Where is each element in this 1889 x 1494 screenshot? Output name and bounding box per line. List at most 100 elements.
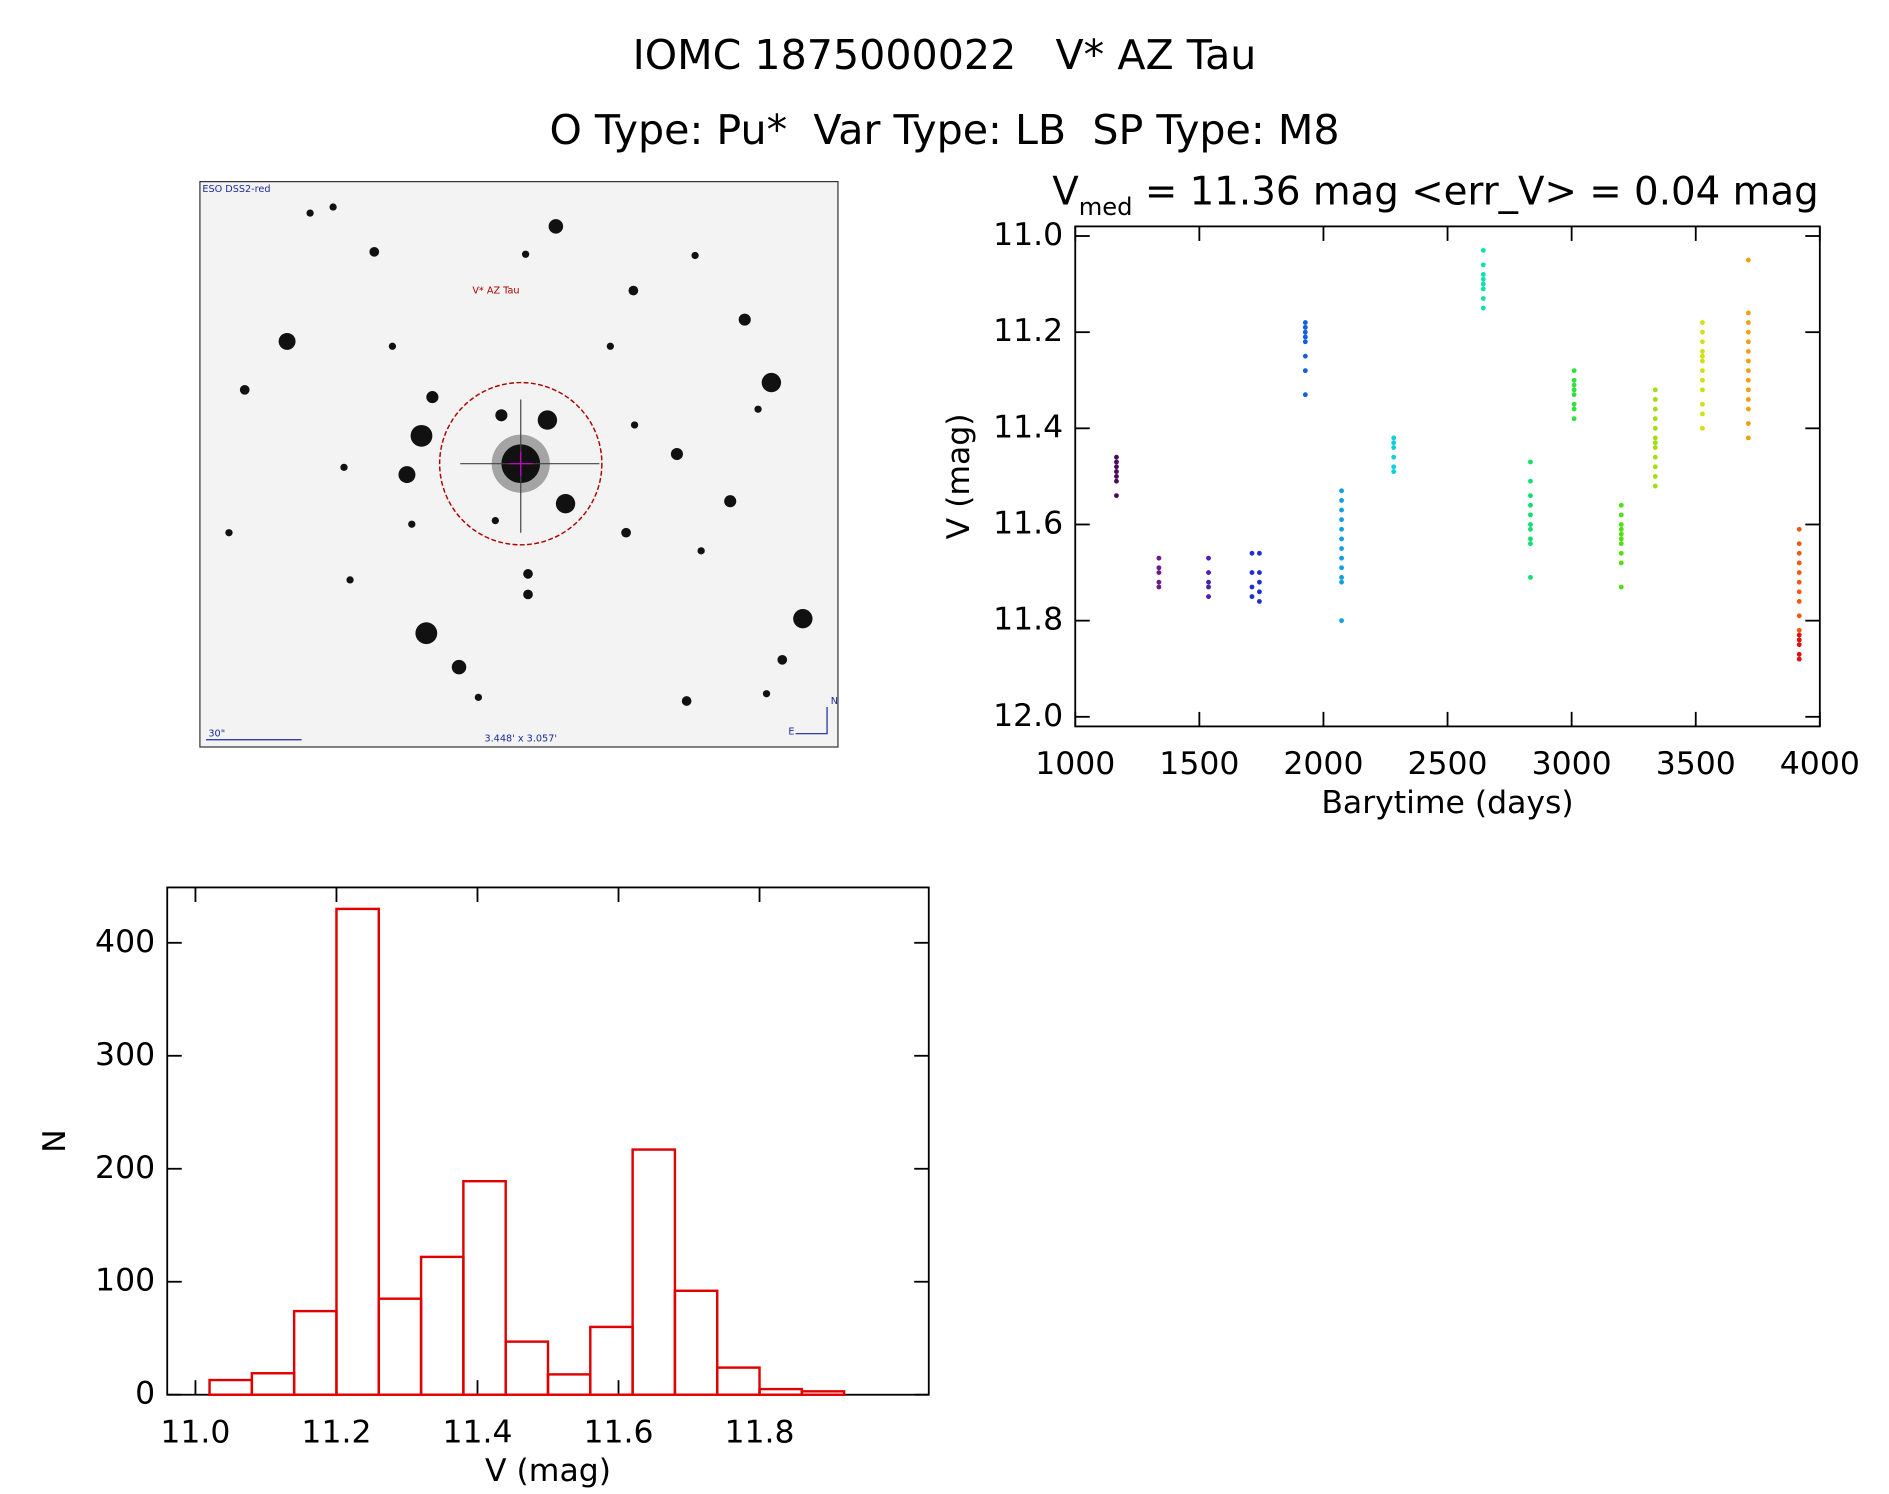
data-point [1618, 536, 1624, 542]
data-point [1618, 522, 1624, 527]
data-point [1700, 320, 1705, 325]
data-point [1700, 358, 1705, 364]
data-point [1302, 368, 1308, 374]
histogram-bar [758, 1387, 804, 1396]
histogram-bar [589, 1325, 634, 1396]
data-point [1796, 656, 1802, 662]
x-tick-label: 11.2 [301, 1414, 371, 1450]
data-point [1391, 469, 1397, 475]
data-point [1206, 579, 1211, 585]
data-point [1652, 435, 1658, 441]
data-point [1700, 425, 1705, 431]
data-point [1745, 435, 1751, 441]
data-point [1796, 642, 1802, 648]
data-point [1339, 565, 1344, 571]
data-point [1652, 397, 1658, 402]
data-point [1256, 589, 1262, 595]
y-tick-label: 11.2 [993, 313, 1063, 349]
data-point [1114, 473, 1119, 479]
data-point [1339, 507, 1344, 513]
data-point [1796, 526, 1802, 532]
data-point [1652, 445, 1658, 450]
histogram-bar [419, 1255, 465, 1396]
data-point [1528, 502, 1533, 508]
data-point [1700, 387, 1705, 393]
data-point [1480, 276, 1486, 282]
data-point [1302, 339, 1308, 345]
data-point [1796, 541, 1802, 547]
field-label: 3.448' x 3.057' [484, 734, 557, 745]
histogram-bar [546, 1373, 592, 1396]
data-point [1796, 627, 1802, 633]
data-point [1652, 440, 1658, 446]
data-point [1796, 598, 1802, 604]
y-tick-label: 12.0 [993, 698, 1063, 734]
east-label: E [788, 726, 794, 737]
data-point [1339, 536, 1344, 542]
data-point [1339, 579, 1344, 585]
data-point [1302, 324, 1308, 330]
data-point [1700, 329, 1705, 335]
data-point [1745, 358, 1751, 364]
data-point [1114, 454, 1119, 460]
data-point [1156, 579, 1162, 585]
data-point [1480, 305, 1486, 311]
data-point [1700, 353, 1705, 359]
data-point [1745, 339, 1751, 345]
y-tick-label: 11.8 [993, 602, 1063, 638]
y-tick-label: 11.6 [993, 505, 1063, 541]
data-point [1156, 570, 1162, 575]
data-point [1618, 526, 1624, 532]
title-rest: = 11.36 mag <err_V> = 0.04 mag [1133, 169, 1819, 214]
data-point [1796, 560, 1802, 566]
data-point [1528, 526, 1533, 532]
data-point [1571, 401, 1577, 407]
x-tick-label: 2500 [1407, 746, 1487, 782]
data-point [1796, 570, 1802, 575]
data-point [1571, 392, 1577, 398]
y-tick-label: 400 [95, 924, 155, 960]
histogram-bar [716, 1366, 761, 1396]
data-point [1206, 594, 1211, 600]
data-point [1700, 411, 1705, 417]
data-point [1339, 488, 1344, 494]
histogram-bar [800, 1390, 846, 1396]
data-point [1745, 310, 1751, 316]
data-point [1302, 329, 1308, 335]
data-point [1206, 570, 1211, 575]
axes-frame [1074, 225, 1821, 728]
x-tick-label: 1000 [1035, 746, 1115, 782]
data-point [1796, 651, 1802, 657]
data-point [1302, 334, 1308, 340]
data-point [1745, 320, 1751, 325]
data-point [1745, 368, 1751, 374]
data-point [1206, 555, 1211, 561]
y-tick-label: 11.4 [993, 409, 1063, 445]
data-point [1339, 574, 1344, 580]
data-point [1618, 531, 1624, 537]
target-label: V* AZ Tau [472, 286, 519, 297]
histogram-bar [208, 1378, 254, 1396]
data-point [1571, 416, 1577, 422]
data-point [1745, 387, 1751, 393]
data-point [1745, 348, 1751, 354]
y-axis-label: N [37, 1129, 73, 1153]
data-point [1528, 493, 1533, 499]
x-axis-label: V (mag) [485, 1453, 611, 1489]
x-tick-label: 4000 [1780, 746, 1860, 782]
data-point [1256, 550, 1262, 556]
data-point [1745, 329, 1751, 335]
data-point [1391, 435, 1397, 441]
data-point [1571, 382, 1577, 388]
data-point [1618, 560, 1624, 566]
data-point [1618, 502, 1624, 508]
data-point [1700, 339, 1705, 345]
data-point [1249, 594, 1255, 600]
histogram-bar [504, 1340, 550, 1396]
data-point [1339, 526, 1344, 532]
x-axis-label: Barytime (days) [1321, 785, 1573, 821]
data-point [1796, 632, 1802, 638]
data-point [1391, 464, 1397, 470]
